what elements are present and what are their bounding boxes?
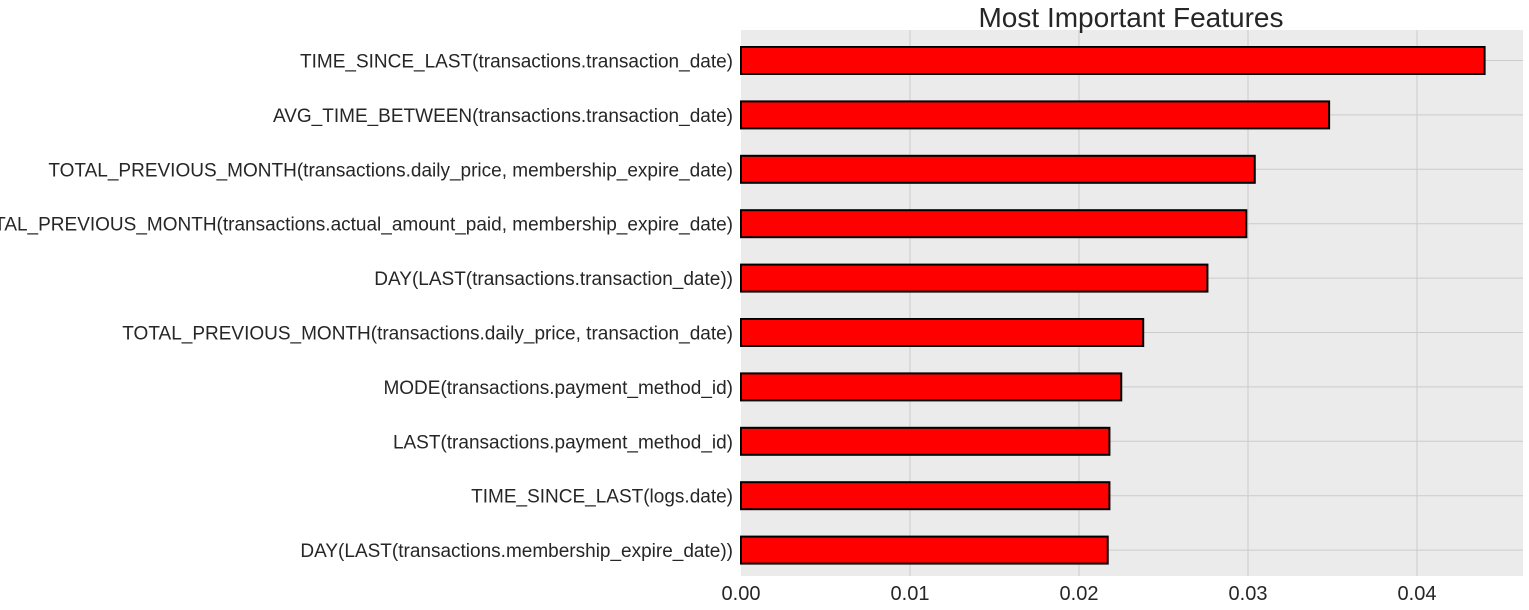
category-label: AVG_TIME_BETWEEN(transactions.transactio… [273,106,733,127]
bar [740,100,1331,130]
x-tick-label: 0.00 [722,583,761,605]
category-label: TIME_SINCE_LAST(logs.date) [471,487,733,508]
x-tick-label: 0.04 [1398,583,1437,605]
x-tick-label: 0.02 [1060,583,1099,605]
bar [740,372,1123,402]
bar [740,426,1111,456]
category-label: TOTAL_PREVIOUS_MONTH(transactions.daily_… [48,160,733,181]
x-tick-labels: 0.00 0.01 0.02 0.03 0.04 [722,583,1437,605]
bar [740,481,1111,511]
x-tick-label: 0.01 [891,583,930,605]
category-label: TOTAL_PREVIOUS_MONTH(transactions.actual… [0,215,733,236]
category-label: MODE(transactions.payment_method_id) [383,378,733,399]
bar [740,46,1486,75]
bar [740,263,1209,293]
category-label: TOTAL_PREVIOUS_MONTH(transactions.daily_… [122,324,733,345]
chart-title: Most Important Features [978,2,1283,33]
category-label: TIME_SINCE_LAST(transactions.transaction… [300,52,733,73]
category-label: DAY(LAST(transactions.membership_expire_… [300,541,733,562]
bars-group [740,46,1486,565]
category-labels: TIME_SINCE_LAST(transactions.transaction… [0,52,733,563]
category-label: DAY(LAST(transactions.transaction_date)) [374,269,733,290]
bar [740,154,1256,184]
bar [740,318,1145,347]
category-label: LAST(transactions.payment_method_id) [393,432,733,453]
bar [740,535,1109,565]
bar [740,209,1248,239]
x-tick-label: 0.03 [1229,583,1268,605]
